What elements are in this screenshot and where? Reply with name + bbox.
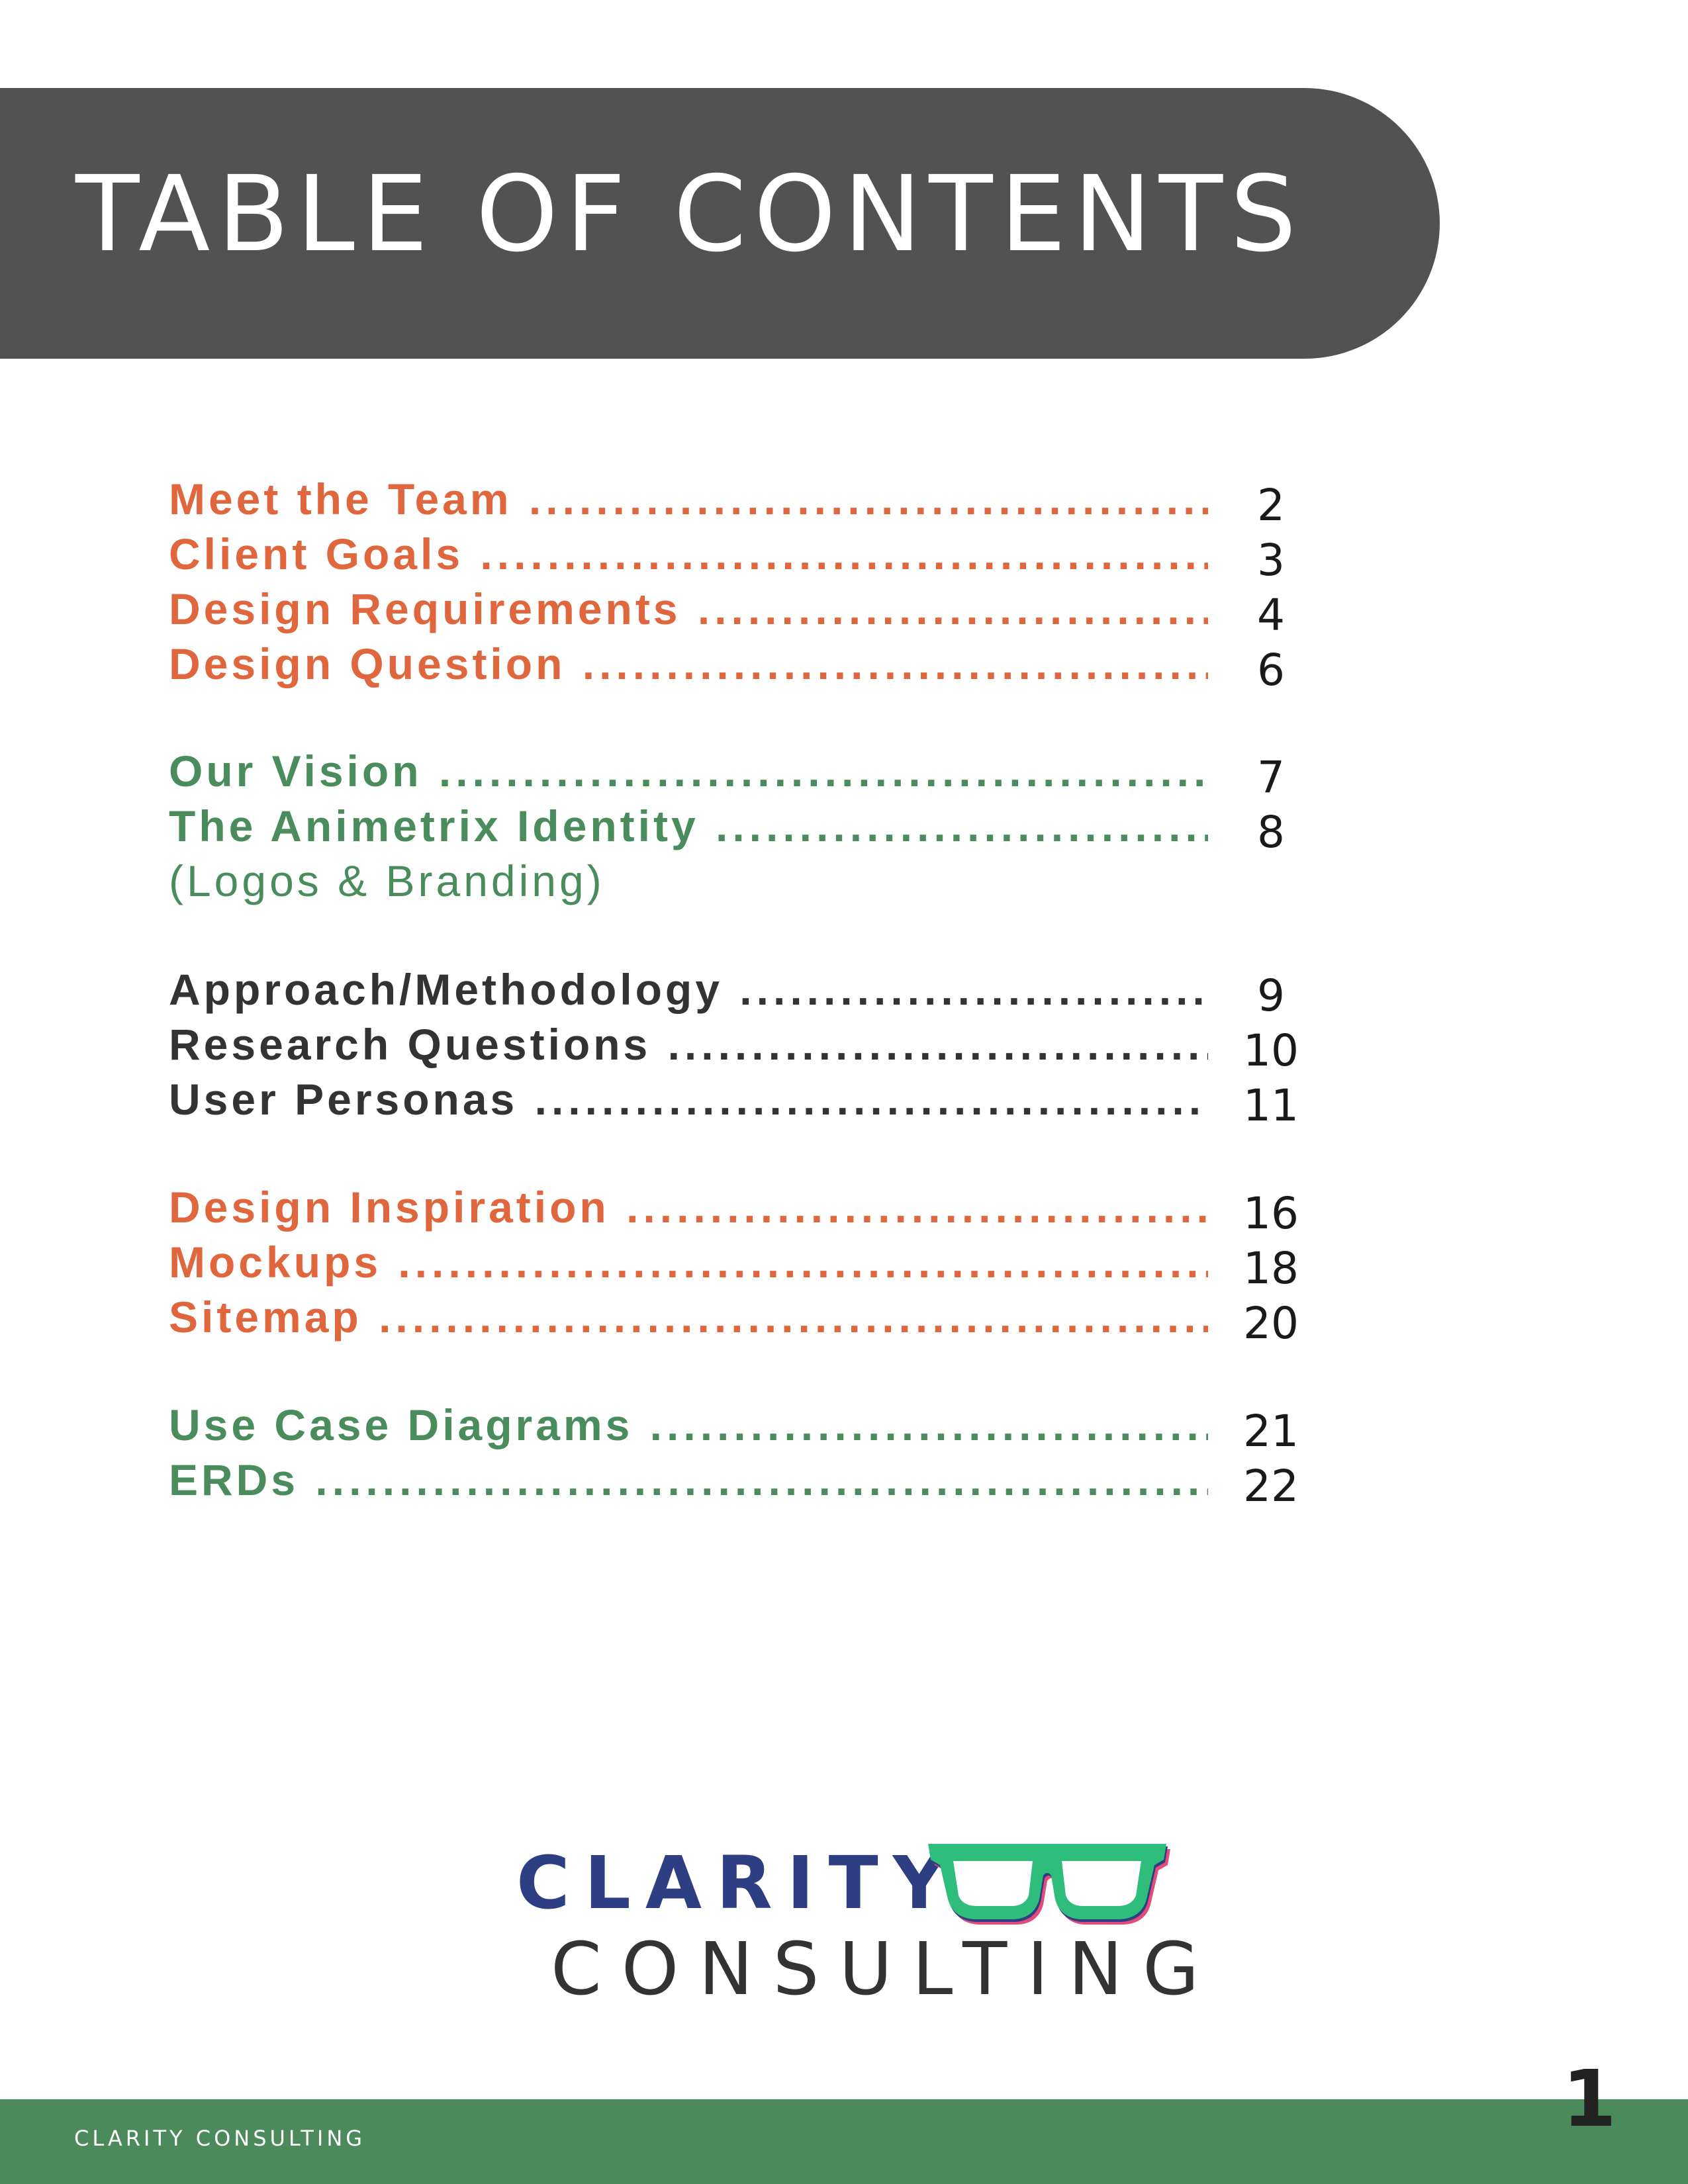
toc-entry-title: Use Case Diagrams <box>169 1397 1208 1453</box>
toc-entry-title: Design Inspiration <box>169 1179 1208 1235</box>
toc-entry-title: Approach/Methodology <box>169 962 1208 1017</box>
toc-entry-title: Research Questions <box>169 1017 1208 1072</box>
footer-text: CLARITY CONSULTING <box>74 2126 366 2151</box>
toc-entry-page: 4 <box>1257 590 1285 641</box>
toc-entry[interactable]: Design Inspiration 16 <box>169 1179 1321 1239</box>
toc-entry[interactable]: Meet the Team 2 <box>169 471 1321 531</box>
company-logo: CLARITY CONSULTING <box>516 1827 1199 2012</box>
header-banner <box>0 88 1440 359</box>
toc-entry[interactable]: ERDs 22 <box>169 1452 1321 1512</box>
toc-entry-page: 21 <box>1243 1406 1299 1457</box>
toc-entry[interactable]: Approach/Methodology 9 <box>169 962 1321 1021</box>
toc-entry[interactable]: Sitemap 20 <box>169 1289 1321 1349</box>
glasses-icon <box>928 1844 1170 1925</box>
toc-entry-title: ERDs <box>169 1452 1208 1508</box>
toc-entry-page: 3 <box>1257 535 1285 586</box>
toc-entry-title: Sitemap <box>169 1289 1208 1345</box>
toc-entry[interactable]: Design Question 6 <box>169 636 1321 696</box>
toc-entry-subtitle: (Logos & Branding) <box>169 856 605 905</box>
toc-entry-title: The Animetrix Identity <box>169 798 1208 854</box>
toc-entry-title: Meet the Team <box>169 471 1208 527</box>
page-title: TABLE OF CONTENTS <box>75 154 1304 275</box>
toc-entry-title: Design Question <box>169 636 1208 692</box>
logo-wordmark-consulting: CONSULTING <box>551 1927 1219 2011</box>
toc-entry-page: 7 <box>1257 752 1285 803</box>
toc-entry[interactable]: Our Vision 7 <box>169 743 1321 803</box>
toc-entry[interactable]: The Animetrix Identity 8 <box>169 798 1321 858</box>
toc-entry-page: 20 <box>1243 1298 1299 1349</box>
toc-entry[interactable]: Use Case Diagrams 21 <box>169 1397 1321 1457</box>
toc-entry-page: 10 <box>1243 1025 1299 1076</box>
toc-entry[interactable]: Client Goals 3 <box>169 526 1321 586</box>
toc-entry-title: Design Requirements <box>169 581 1208 637</box>
toc-entry-title: Client Goals <box>169 526 1208 582</box>
toc-entry-title: User Personas <box>169 1071 1208 1127</box>
logo-wordmark-clarity: CLARITY <box>516 1841 961 1925</box>
toc-entry[interactable]: Research Questions 10 <box>169 1017 1321 1076</box>
toc-entry-page: 18 <box>1243 1243 1299 1294</box>
page-number: 1 <box>1562 2053 1617 2144</box>
toc-entry-page: 9 <box>1257 970 1285 1021</box>
toc-entry-page: 22 <box>1243 1461 1299 1512</box>
toc-entry-title: Mockups <box>169 1234 1208 1290</box>
footer-bar: CLARITY CONSULTING <box>0 2099 1688 2184</box>
toc-entry-page: 6 <box>1257 645 1285 696</box>
toc-entry[interactable]: Mockups 18 <box>169 1234 1321 1294</box>
toc-entry[interactable]: Design Requirements 4 <box>169 581 1321 641</box>
toc-entry-title: Our Vision <box>169 743 1208 799</box>
toc-entry-page: 16 <box>1243 1188 1299 1239</box>
toc-entry-page: 2 <box>1257 480 1285 531</box>
toc-entry[interactable]: User Personas 11 <box>169 1071 1321 1131</box>
toc-entry-page: 8 <box>1257 807 1285 858</box>
toc-entry-page: 11 <box>1243 1080 1299 1131</box>
